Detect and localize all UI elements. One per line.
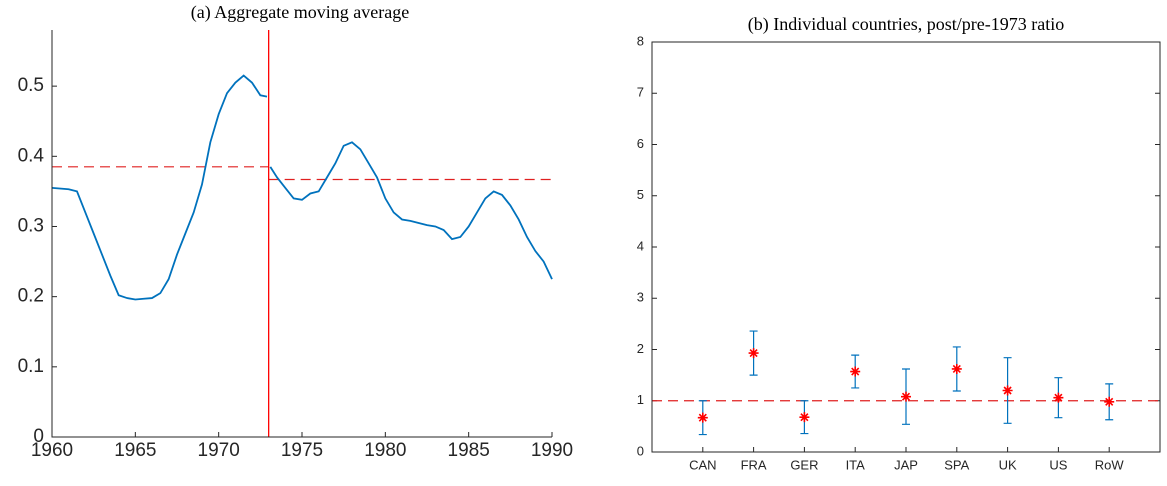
y-tick-label: 7 [637, 85, 644, 100]
y-tick-label: 3 [637, 290, 644, 305]
x-tick-label: CAN [689, 457, 716, 472]
marker [850, 366, 861, 377]
y-tick-label: 6 [637, 136, 644, 151]
x-tick-label: 1980 [364, 440, 406, 461]
y-tick-label: 0.4 [18, 145, 45, 166]
y-tick-label: 0.1 [18, 356, 44, 377]
marker [1104, 396, 1115, 407]
x-tick-label: FRA [741, 457, 767, 472]
marker [697, 412, 708, 423]
marker [748, 348, 759, 359]
marker [901, 391, 911, 402]
y-tick-label: 0 [33, 426, 44, 447]
x-tick-label: JAP [894, 457, 918, 472]
marker [799, 412, 810, 423]
x-tick-label: 1975 [281, 440, 323, 461]
y-tick-label: 4 [637, 238, 644, 253]
y-tick-label: 2 [637, 341, 644, 356]
y-tick-label: 0.2 [18, 286, 44, 307]
x-tick-label: 1970 [198, 440, 240, 461]
y-tick-label: 8 [637, 33, 644, 48]
x-tick-label: 1960 [31, 440, 73, 461]
x-tick-label: UK [999, 457, 1017, 472]
x-tick-label: ITA [846, 457, 866, 472]
marker [951, 363, 962, 374]
series-line [51, 74, 553, 301]
y-tick-label: 5 [637, 187, 644, 202]
axes [51, 30, 552, 438]
marker [1002, 385, 1013, 396]
panel-a-title: (a) Aggregate moving average [191, 2, 409, 23]
x-tick-label: RoW [1095, 457, 1125, 472]
y-tick-label: 1 [637, 392, 644, 407]
x-tick-label: 1990 [531, 440, 573, 461]
y-tick-label: 0 [637, 443, 644, 458]
x-tick-label: GER [790, 457, 818, 472]
marker [1053, 392, 1064, 403]
panel-b-title: (b) Individual countries, post/pre-1973 … [748, 14, 1064, 35]
x-tick-label: 1965 [114, 440, 156, 461]
x-tick-label: US [1049, 457, 1067, 472]
y-tick-label: 0.5 [18, 75, 44, 96]
x-tick-label: 1985 [448, 440, 490, 461]
x-tick-label: SPA [944, 457, 969, 472]
y-tick-label: 0.3 [18, 215, 44, 236]
axes [651, 41, 1161, 453]
